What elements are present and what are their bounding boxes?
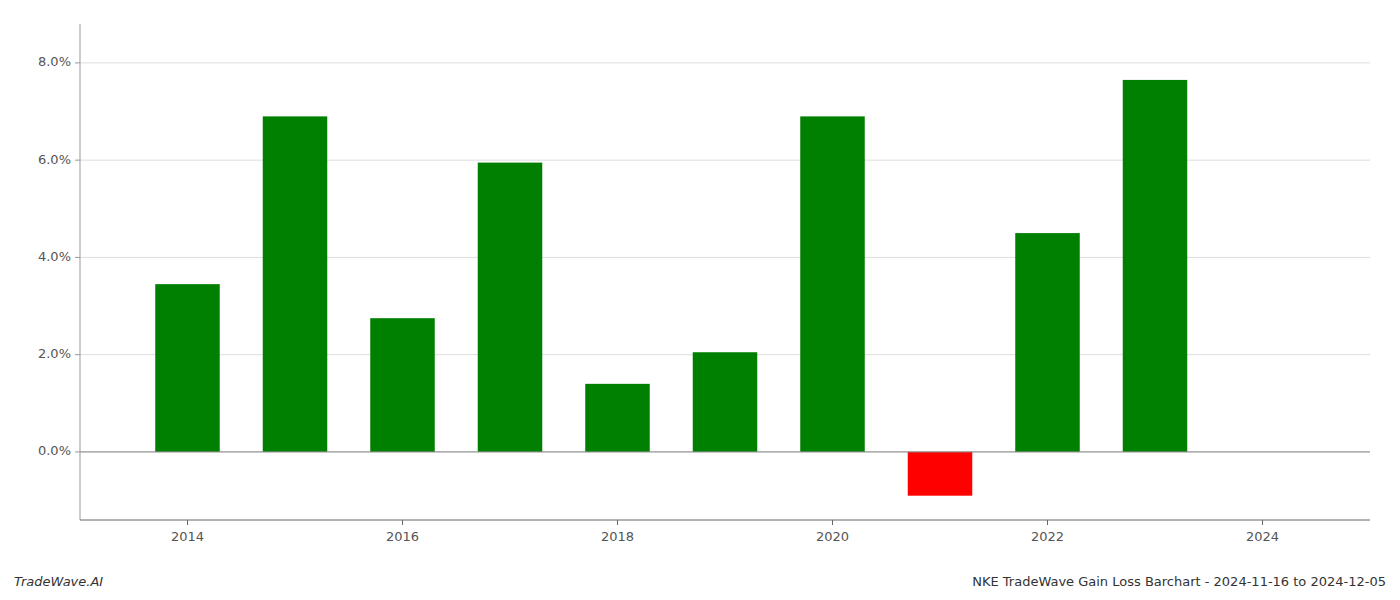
chart-container: 0.0% 2.0% 4.0% 6.0% 8.0% 2014 2016 2018 2020 2022… [0,0,1400,600]
y-tick [75,354,80,355]
watermark: TradeWave.AI [14,574,103,589]
y-axis-line [80,24,81,520]
bar [155,284,220,452]
title: NKE TradeWave Gain Loss Barchart - 2024-… [972,574,1386,589]
bar [800,116,865,452]
x-tick [1047,520,1048,525]
bar [263,116,328,452]
grid-line [80,451,1370,452]
x-tick-label: 2014 [171,529,204,544]
x-tick-label: 2024 [1246,529,1279,544]
x-tick-label: 2022 [1031,529,1064,544]
y-tick-label: 0.0% [38,443,71,458]
y-tick [75,160,80,161]
bar [693,352,758,452]
x-tick-label: 2016 [386,529,419,544]
bar [370,318,435,452]
x-tick-label: 2020 [816,529,849,544]
x-tick [402,520,403,525]
y-tick [75,257,80,258]
y-tick-label: 6.0% [38,152,71,167]
x-tick [617,520,618,525]
x-tick-label: 2018 [601,529,634,544]
bar [585,384,650,452]
bar [478,163,543,452]
y-tick-label: 2.0% [38,346,71,361]
zero-line [80,451,1370,452]
grid [80,63,1370,452]
x-axis-line [80,520,1370,521]
x-tick [187,520,188,525]
y-tick [75,62,80,63]
x-tick [832,520,833,525]
bar [1123,80,1188,452]
grid-line [80,62,1370,63]
bar [908,452,973,496]
y-tick-label: 4.0% [38,249,71,264]
x-tick [1262,520,1263,525]
y-tick-label: 8.0% [38,54,71,69]
y-tick [75,451,80,452]
bars [155,80,1187,496]
bar [1015,233,1080,452]
chart-svg: 0.0% 2.0% 4.0% 6.0% 8.0% 2014 2016 2018 2020 2022… [0,0,1400,600]
